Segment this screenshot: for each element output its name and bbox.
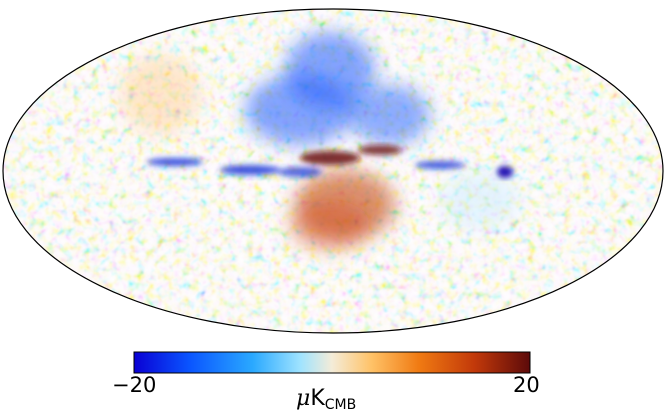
unit-mu: μ (296, 386, 311, 411)
colorbar (133, 351, 531, 374)
colorbar-unit-label: μKCMB (296, 386, 357, 413)
galactic-plane (147, 145, 513, 178)
map-outline (2, 8, 664, 334)
colorbar-max-label: 20 (513, 373, 540, 397)
foreground-structures (120, 32, 520, 250)
unit-sub: CMB (324, 397, 357, 413)
colorbar-min-label: −20 (112, 373, 157, 397)
unit-k: K (310, 386, 325, 411)
map-fill (3, 9, 663, 333)
